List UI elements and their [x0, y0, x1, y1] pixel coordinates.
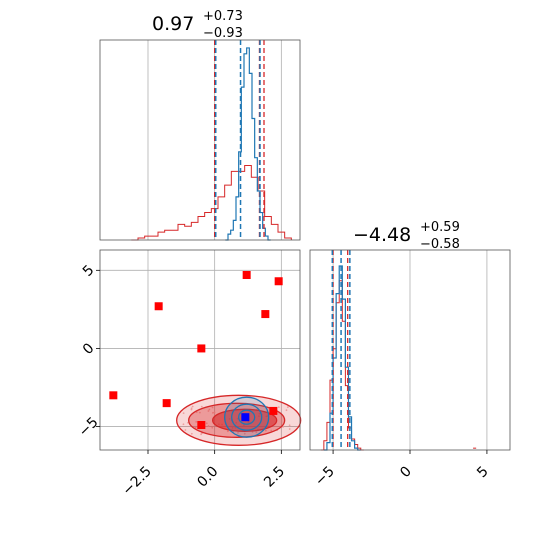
red-square-marker	[274, 277, 283, 286]
blue-histogram-param-2	[323, 265, 361, 451]
marginal-histogram-param-1	[99, 39, 301, 241]
title-param-1: 0.97 +0.73 −0.93	[152, 9, 243, 41]
title-param-2: −4.48 +0.59 −0.58	[353, 220, 460, 252]
red-square-marker	[162, 399, 171, 408]
background-sample-point	[184, 429, 187, 431]
red-square-marker	[197, 344, 206, 353]
background-sample-point	[286, 406, 289, 408]
background-sample-point	[270, 429, 273, 432]
title-param-1-minus: −0.93	[203, 26, 243, 41]
red-square-marker	[269, 406, 278, 415]
background-sample-point	[191, 405, 194, 408]
background-sample-point	[213, 411, 216, 414]
background-sample-point	[211, 426, 214, 429]
panel-frame	[99, 249, 301, 451]
red-square-marker	[242, 271, 251, 279]
red-histogram-param-1	[131, 165, 292, 241]
background-sample-point	[255, 431, 258, 434]
background-sample-point	[200, 433, 203, 436]
red-histogram-param-2	[320, 280, 364, 451]
red-square-marker	[154, 302, 163, 311]
title-param-1-plus: +0.73	[203, 9, 243, 24]
background-sample-point	[198, 411, 201, 414]
x-tick-label: −2.5	[119, 464, 154, 499]
blue-contour-middle	[231, 403, 263, 431]
background-sample-point	[285, 409, 288, 412]
background-sample-point	[243, 432, 246, 435]
red-square-marker	[261, 310, 270, 319]
x-tick-label: 2.5	[261, 464, 288, 491]
x-tick-label: 0.0	[194, 464, 221, 491]
background-sample-point	[237, 432, 239, 434]
background-sample-point	[207, 425, 210, 427]
background-sample-point	[182, 423, 185, 426]
background-sample-point	[211, 406, 214, 409]
blue-histogram-param-1	[225, 47, 271, 241]
background-sample-point	[200, 405, 203, 408]
background-sample-point	[226, 430, 229, 433]
joint-scatter-panel: −2.5 0.0 2.5 −5 0 5	[76, 249, 302, 499]
background-sample-point	[182, 412, 185, 415]
background-sample-point	[282, 426, 284, 428]
background-sample-point	[277, 406, 280, 409]
background-sample-point	[212, 411, 214, 414]
x-tick-label: 0	[397, 464, 415, 482]
marginal-histogram-param-2: −5 0 5	[309, 249, 511, 490]
red-square-marker	[197, 421, 206, 429]
title-param-2-value: −4.48	[353, 224, 411, 246]
y-tick-label: −5	[76, 414, 102, 440]
background-sample-point	[190, 407, 193, 410]
panel-frame	[99, 39, 301, 241]
title-param-2-minus: −0.58	[420, 237, 460, 252]
x-tick-label: 5	[474, 464, 492, 482]
y-tick-label: 5	[80, 262, 98, 280]
blue-square-marker	[241, 413, 250, 422]
background-sample-point	[288, 428, 291, 430]
background-sample-point	[288, 424, 291, 427]
background-sample-point	[190, 432, 193, 435]
background-sample-point	[194, 426, 197, 429]
x-tick-label: −5	[312, 464, 338, 490]
background-sample-point	[190, 408, 193, 411]
blue-contour-inner	[238, 409, 256, 425]
title-param-2-plus: +0.59	[420, 220, 460, 235]
background-sample-point	[195, 420, 198, 423]
background-sample-point	[208, 408, 211, 411]
title-param-1-value: 0.97	[152, 13, 194, 35]
red-square-marker	[109, 391, 118, 400]
y-tick-label: 0	[80, 340, 98, 358]
background-sample-point	[207, 410, 210, 412]
background-sample-point	[205, 422, 208, 425]
background-sample-point	[264, 429, 267, 432]
